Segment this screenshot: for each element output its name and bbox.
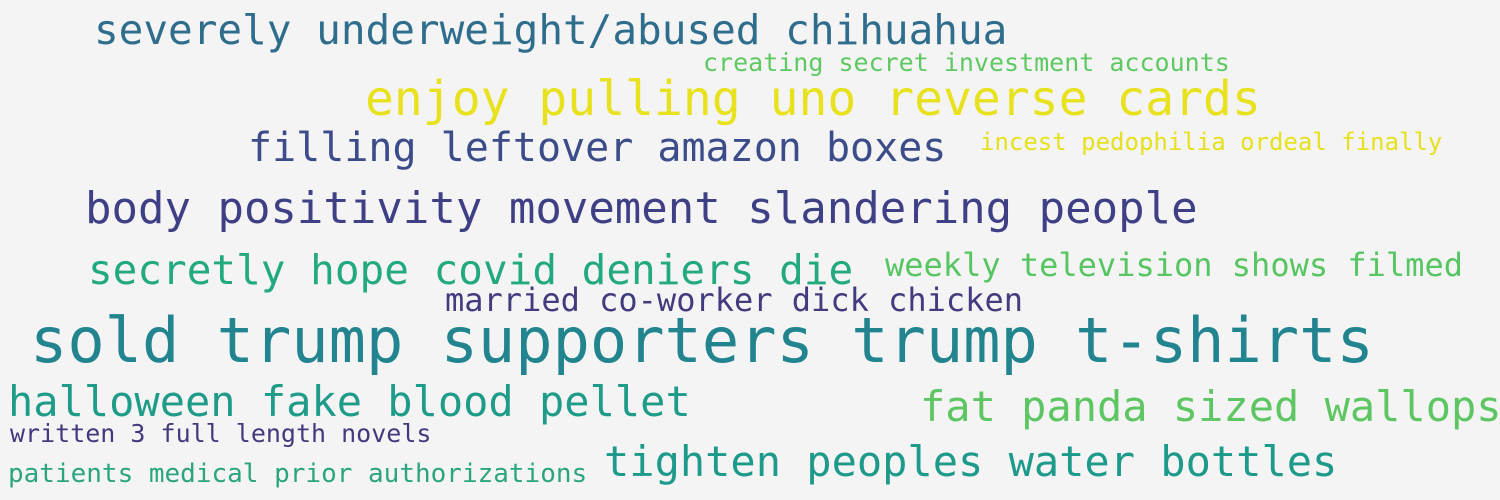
phrase-7: weekly television shows filmed: [885, 246, 1463, 284]
phrase-9: sold trump supporters trump t-shirts: [30, 304, 1374, 377]
phrase-1: creating secret investment accounts: [703, 48, 1230, 77]
phrase-13: patients medical prior authorizations: [8, 459, 588, 489]
phrase-3: filling leftover amazon boxes: [248, 125, 947, 171]
phrase-14: tighten peoples water bottles: [604, 437, 1338, 486]
phrase-8: married co-worker dick chicken: [445, 281, 1023, 319]
phrase-10: halloween fake blood pellet: [8, 377, 691, 426]
phrase-0: severely underweight/abused chihuahua: [94, 6, 1008, 54]
phrase-12: written 3 full length novels: [10, 419, 432, 448]
phrase-4: incest pedophilia ordeal finally: [980, 128, 1443, 156]
phrase-11: fat panda sized wallops: [920, 382, 1500, 431]
phrase-2: enjoy pulling uno reverse cards: [365, 71, 1261, 127]
phrase-5: body positivity movement slandering peop…: [85, 183, 1198, 234]
phrase-6: secretly hope covid deniers die: [88, 246, 854, 294]
